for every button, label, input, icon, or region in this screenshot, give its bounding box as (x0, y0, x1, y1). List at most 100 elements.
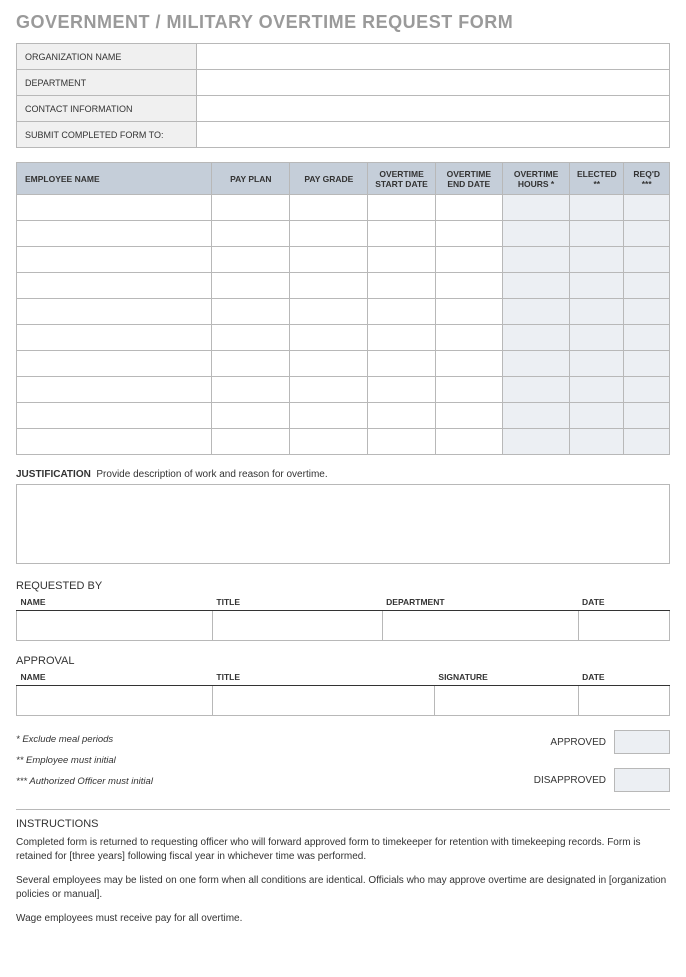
req-col-name: NAME (17, 594, 213, 611)
cell-start[interactable] (368, 351, 435, 377)
cell-reqd[interactable] (624, 195, 670, 221)
cell-start[interactable] (368, 299, 435, 325)
cell-pay-grade[interactable] (290, 221, 368, 247)
cell-reqd[interactable] (624, 351, 670, 377)
cell-end[interactable] (435, 377, 502, 403)
cell-reqd[interactable] (624, 299, 670, 325)
cell-end[interactable] (435, 221, 502, 247)
cell-elected[interactable] (570, 299, 624, 325)
cell-elected[interactable] (570, 429, 624, 455)
cell-elected[interactable] (570, 247, 624, 273)
cell-start[interactable] (368, 429, 435, 455)
cell-name[interactable] (17, 247, 212, 273)
cell-elected[interactable] (570, 325, 624, 351)
cell-pay-grade[interactable] (290, 351, 368, 377)
cell-pay-plan[interactable] (212, 325, 290, 351)
cell-pay-grade[interactable] (290, 377, 368, 403)
cell-elected[interactable] (570, 377, 624, 403)
cell-reqd[interactable] (624, 429, 670, 455)
info-value[interactable] (197, 44, 670, 70)
cell-start[interactable] (368, 377, 435, 403)
cell-hours[interactable] (502, 247, 569, 273)
cell-reqd[interactable] (624, 325, 670, 351)
cell-pay-plan[interactable] (212, 351, 290, 377)
info-row: ORGANIZATION NAME (17, 44, 670, 70)
cell-elected[interactable] (570, 195, 624, 221)
cell-name[interactable] (17, 195, 212, 221)
cell-hours[interactable] (502, 429, 569, 455)
cell-pay-plan[interactable] (212, 273, 290, 299)
info-value[interactable] (197, 96, 670, 122)
req-dept-field[interactable] (382, 611, 578, 641)
cell-end[interactable] (435, 247, 502, 273)
cell-hours[interactable] (502, 299, 569, 325)
info-value[interactable] (197, 70, 670, 96)
cell-pay-plan[interactable] (212, 247, 290, 273)
cell-start[interactable] (368, 273, 435, 299)
req-name-field[interactable] (17, 611, 213, 641)
cell-name[interactable] (17, 403, 212, 429)
appr-name-field[interactable] (17, 686, 213, 716)
cell-pay-plan[interactable] (212, 221, 290, 247)
req-title-field[interactable] (212, 611, 382, 641)
cell-start[interactable] (368, 325, 435, 351)
cell-pay-grade[interactable] (290, 273, 368, 299)
cell-pay-plan[interactable] (212, 377, 290, 403)
cell-hours[interactable] (502, 351, 569, 377)
cell-hours[interactable] (502, 195, 569, 221)
appr-title-field[interactable] (212, 686, 434, 716)
cell-end[interactable] (435, 195, 502, 221)
approved-box[interactable] (614, 730, 670, 754)
cell-hours[interactable] (502, 403, 569, 429)
cell-pay-plan[interactable] (212, 429, 290, 455)
table-row (17, 351, 670, 377)
cell-elected[interactable] (570, 221, 624, 247)
cell-pay-grade[interactable] (290, 299, 368, 325)
appr-signature-field[interactable] (434, 686, 578, 716)
cell-name[interactable] (17, 351, 212, 377)
info-value[interactable] (197, 122, 670, 148)
cell-start[interactable] (368, 247, 435, 273)
cell-end[interactable] (435, 299, 502, 325)
cell-pay-grade[interactable] (290, 325, 368, 351)
cell-name[interactable] (17, 429, 212, 455)
cell-hours[interactable] (502, 377, 569, 403)
cell-start[interactable] (368, 221, 435, 247)
cell-end[interactable] (435, 403, 502, 429)
cell-pay-plan[interactable] (212, 299, 290, 325)
cell-name[interactable] (17, 221, 212, 247)
justification-box[interactable] (16, 484, 670, 564)
cell-pay-grade[interactable] (290, 429, 368, 455)
cell-hours[interactable] (502, 273, 569, 299)
cell-start[interactable] (368, 403, 435, 429)
cell-hours[interactable] (502, 325, 569, 351)
cell-reqd[interactable] (624, 377, 670, 403)
cell-end[interactable] (435, 325, 502, 351)
cell-hours[interactable] (502, 221, 569, 247)
cell-reqd[interactable] (624, 221, 670, 247)
cell-elected[interactable] (570, 273, 624, 299)
cell-pay-grade[interactable] (290, 195, 368, 221)
disapproved-box[interactable] (614, 768, 670, 792)
cell-elected[interactable] (570, 351, 624, 377)
cell-reqd[interactable] (624, 403, 670, 429)
cell-elected[interactable] (570, 403, 624, 429)
cell-name[interactable] (17, 325, 212, 351)
cell-end[interactable] (435, 429, 502, 455)
cell-name[interactable] (17, 299, 212, 325)
appr-date-field[interactable] (578, 686, 669, 716)
cell-pay-plan[interactable] (212, 403, 290, 429)
cell-end[interactable] (435, 351, 502, 377)
req-date-field[interactable] (578, 611, 669, 641)
appr-col-date: DATE (578, 669, 669, 686)
cell-pay-grade[interactable] (290, 247, 368, 273)
cell-reqd[interactable] (624, 273, 670, 299)
cell-pay-plan[interactable] (212, 195, 290, 221)
cell-name[interactable] (17, 377, 212, 403)
cell-name[interactable] (17, 273, 212, 299)
cell-reqd[interactable] (624, 247, 670, 273)
cell-end[interactable] (435, 273, 502, 299)
cell-pay-grade[interactable] (290, 403, 368, 429)
cell-start[interactable] (368, 195, 435, 221)
table-row (17, 377, 670, 403)
